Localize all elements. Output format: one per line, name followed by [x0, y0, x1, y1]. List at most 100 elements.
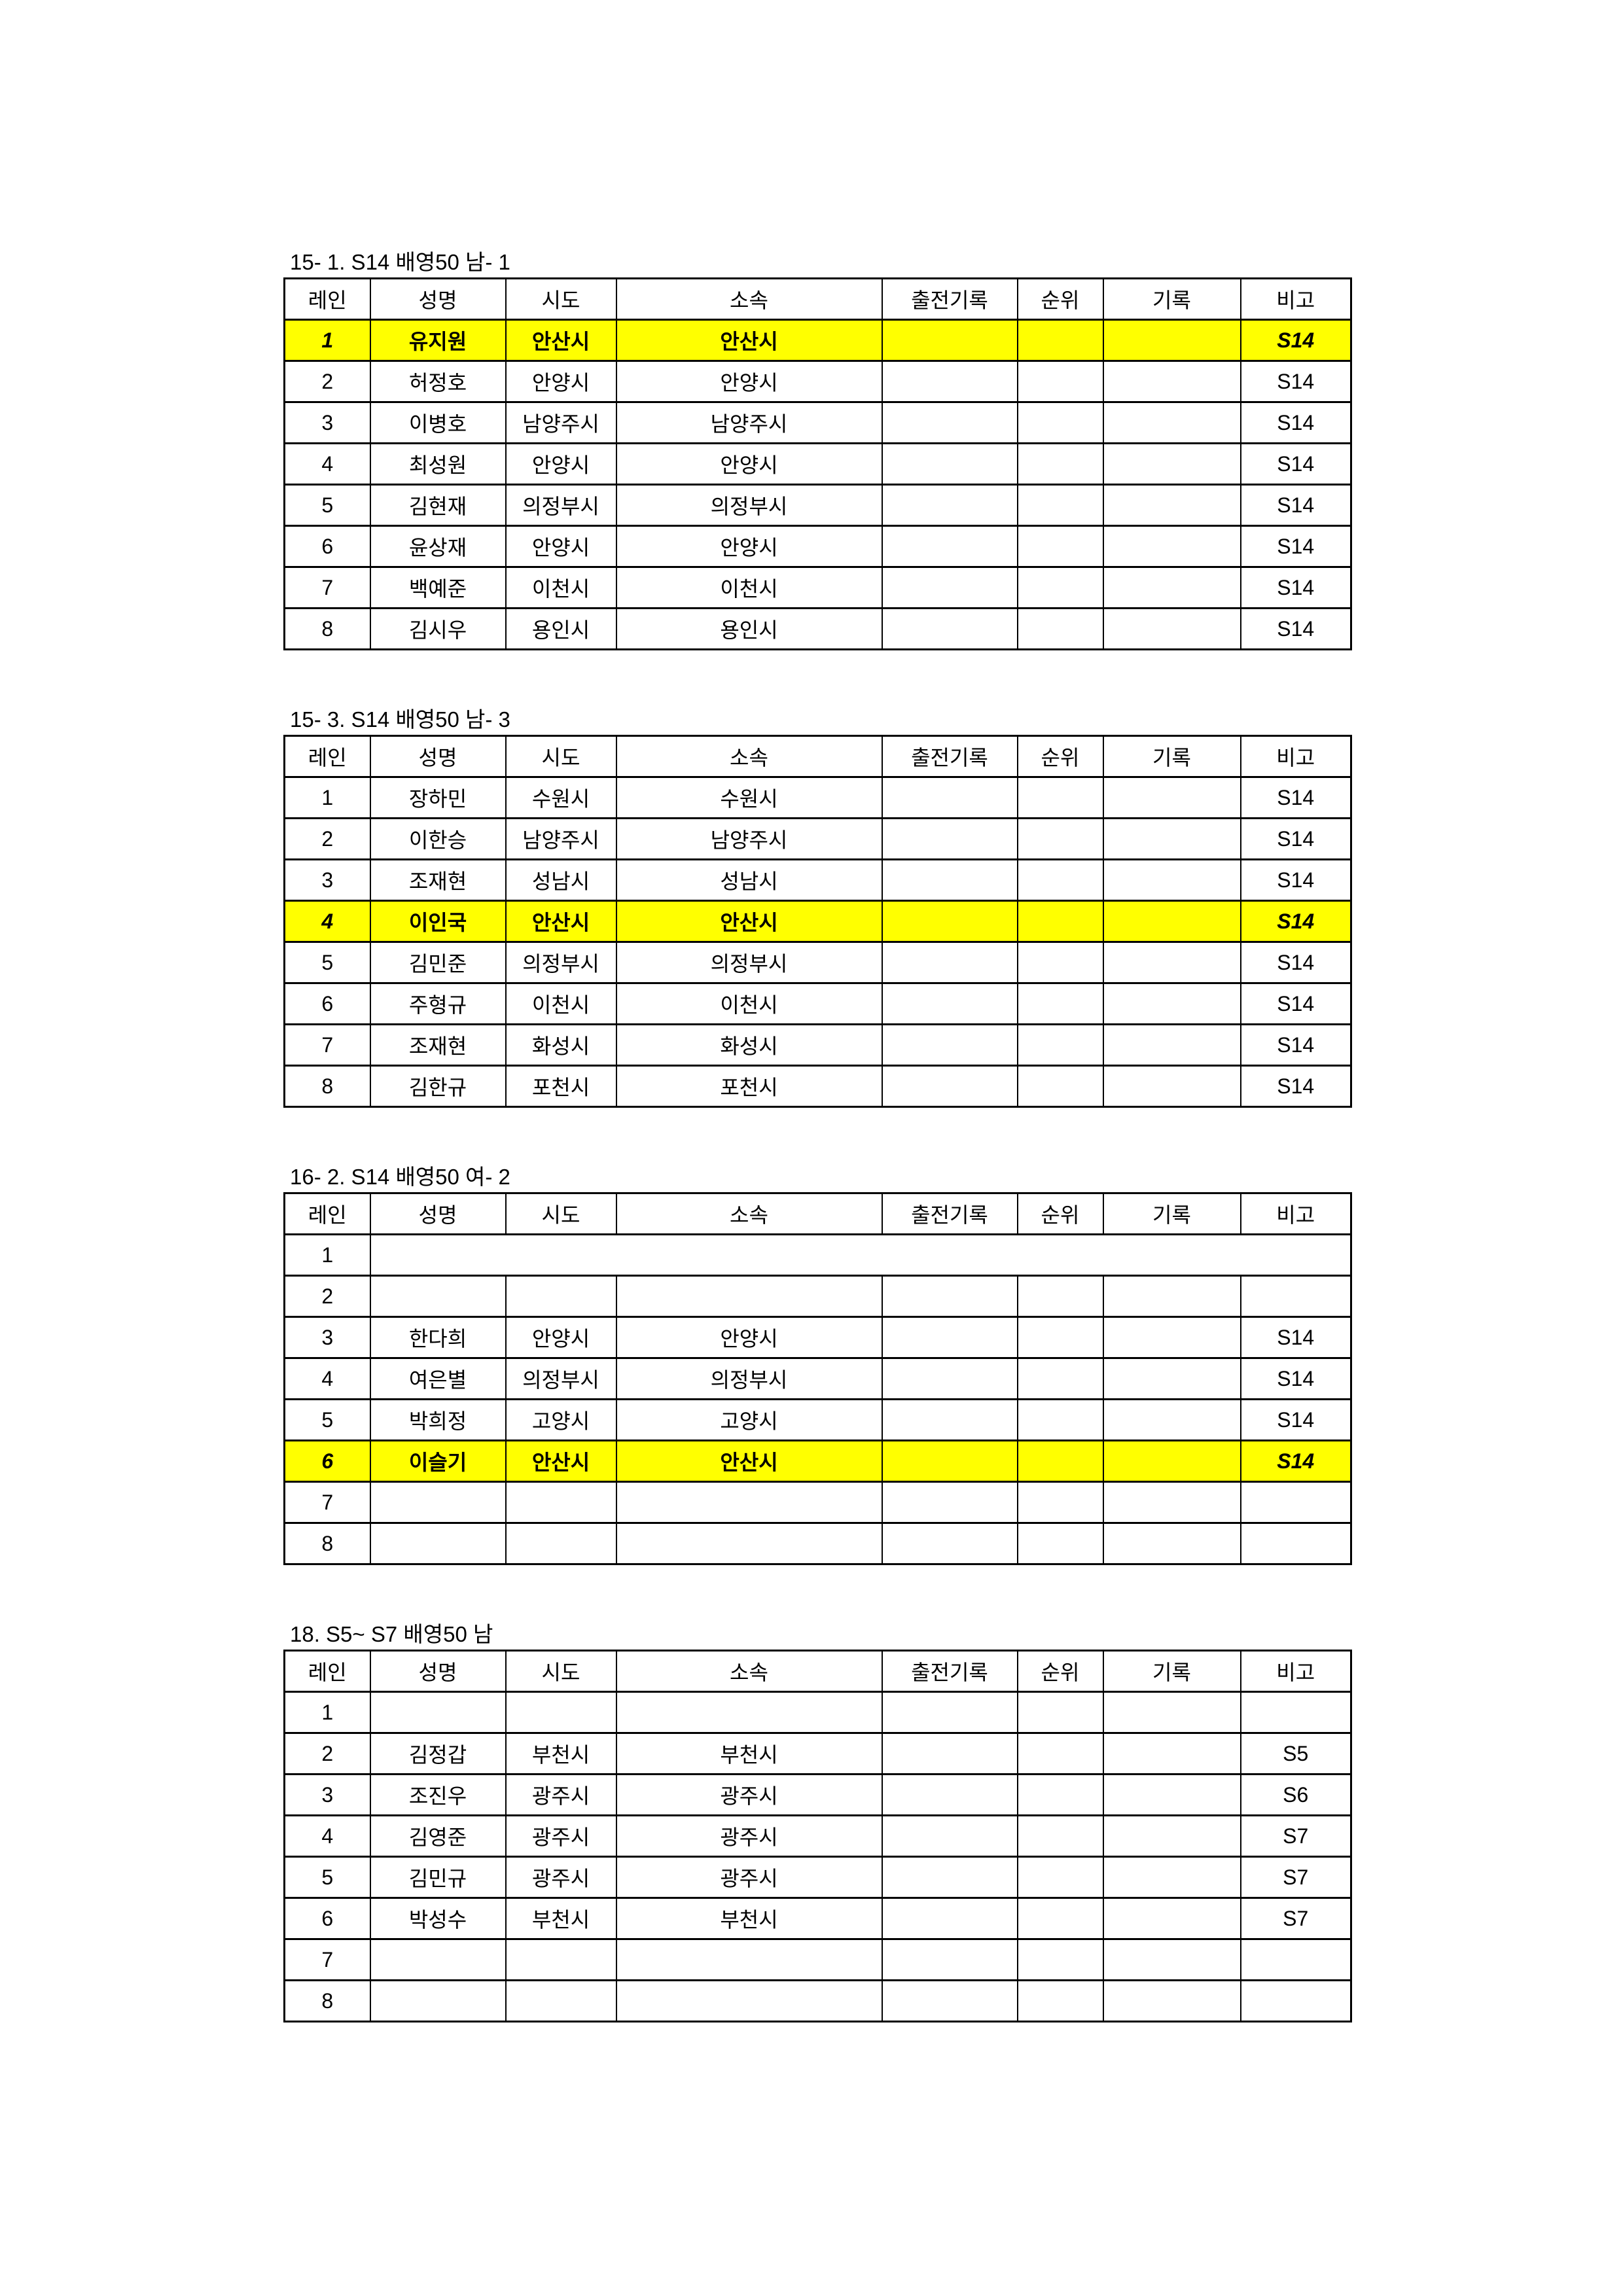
heat-title: 15- 1. S14 배영50 남- 1	[290, 250, 510, 274]
cell-lane: 5	[283, 484, 371, 527]
column-header-note: 비고	[1240, 1192, 1352, 1235]
cell-team: 의정부시	[615, 941, 883, 984]
cell-entry	[881, 1357, 1018, 1400]
cell-lane: 2	[283, 360, 371, 403]
cell-entry	[881, 566, 1018, 609]
column-header-team: 소속	[615, 1192, 883, 1235]
column-header-city: 시도	[505, 1650, 617, 1693]
lane-row: 6 박성수 부천시 부천시 S7	[283, 1897, 1352, 1940]
cell-rank	[1016, 941, 1104, 984]
lane-row: 7 조재현 화성시 화성시 S14	[283, 1023, 1352, 1067]
cell-name: 윤상재	[369, 525, 507, 568]
cell-record	[1102, 1398, 1241, 1441]
cell-entry	[881, 319, 1018, 362]
cell-lane: 5	[283, 1398, 371, 1441]
cell-team: 의정부시	[615, 1357, 883, 1400]
cell-city	[505, 1979, 617, 2022]
cell-note: S7	[1240, 1814, 1352, 1858]
cell-lane: 2	[283, 1732, 371, 1775]
cell-note: S14	[1240, 858, 1352, 902]
cell-entry	[881, 1979, 1018, 2022]
lane-row: 3 한다희 안양시 안양시 S14	[283, 1316, 1352, 1359]
cell-rank	[1016, 319, 1104, 362]
column-header-entry: 출전기록	[881, 1192, 1018, 1235]
cell-entry	[881, 900, 1018, 943]
heat-table: 레인 성명 시도 소속 출전기록 순위 기록 비고 1 2 김정갑 부천시 부천시 S5 3 조진우 광주시 광주…	[283, 1650, 1352, 2022]
cell-record	[1102, 607, 1241, 650]
cell-city	[505, 1691, 617, 1734]
cell-record	[1102, 858, 1241, 902]
column-header-rank: 순위	[1016, 735, 1104, 778]
cell-name: 김현재	[369, 484, 507, 527]
cell-entry	[881, 1691, 1018, 1734]
header-row: 레인 성명 시도 소속 출전기록 순위 기록 비고	[283, 735, 1352, 778]
column-header-lane: 레인	[283, 1650, 371, 1693]
column-header-team: 소속	[615, 735, 883, 778]
cell-rank	[1016, 1316, 1104, 1359]
cell-record	[1102, 1023, 1241, 1067]
cell-team: 안양시	[615, 442, 883, 486]
cell-entry	[881, 1856, 1018, 1899]
cell-note: S14	[1240, 1065, 1352, 1108]
cell-city: 광주시	[505, 1856, 617, 1899]
cell-team	[615, 1938, 883, 1981]
cell-city: 포천시	[505, 1065, 617, 1108]
cell-name: 김민준	[369, 941, 507, 984]
cell-note: S14	[1240, 442, 1352, 486]
lane-row: 3 조진우 광주시 광주시 S6	[283, 1773, 1352, 1816]
column-header-record: 기록	[1102, 277, 1241, 321]
cell-lane: 1	[283, 1233, 371, 1277]
cell-rank	[1016, 401, 1104, 444]
cell-rank	[1016, 607, 1104, 650]
cell-record	[1102, 566, 1241, 609]
cell-team: 수원시	[615, 776, 883, 819]
cell-note: S14	[1240, 401, 1352, 444]
cell-rank	[1016, 1481, 1104, 1524]
column-header-record: 기록	[1102, 735, 1241, 778]
cell-entry	[881, 1522, 1018, 1565]
cell-team	[615, 1691, 883, 1734]
lane-row: 1	[283, 1691, 1352, 1734]
cell-record	[1102, 1814, 1241, 1858]
cell-lane: 3	[283, 1316, 371, 1359]
cell-rank	[1016, 1023, 1104, 1067]
cell-name: 이병호	[369, 401, 507, 444]
cell-rank	[1016, 1275, 1104, 1318]
cell-team: 화성시	[615, 1023, 883, 1067]
column-header-city: 시도	[505, 277, 617, 321]
cell-lane: 8	[283, 1065, 371, 1108]
cell-lane: 2	[283, 1275, 371, 1318]
column-header-rank: 순위	[1016, 277, 1104, 321]
cell-entry	[881, 1398, 1018, 1441]
cell-name: 김영준	[369, 1814, 507, 1858]
cell-note: S14	[1240, 1316, 1352, 1359]
cell-lane: 1	[283, 319, 371, 362]
cell-team: 광주시	[615, 1814, 883, 1858]
cell-name: 백예준	[369, 566, 507, 609]
column-header-name: 성명	[369, 1192, 507, 1235]
cell-entry	[881, 1481, 1018, 1524]
lane-row: 4 이인국 안산시 안산시 S14	[283, 900, 1352, 943]
cell-record	[1102, 360, 1241, 403]
cell-lane: 7	[283, 1938, 371, 1981]
cell-city: 광주시	[505, 1814, 617, 1858]
lane-row: 2 이한승 남양주시 남양주시 S14	[283, 817, 1352, 860]
cell-lane: 4	[283, 1814, 371, 1858]
cell-city: 안산시	[505, 1439, 617, 1483]
cell-team: 안양시	[615, 1316, 883, 1359]
cell-record	[1102, 484, 1241, 527]
cell-lane: 6	[283, 525, 371, 568]
cell-note	[1240, 1522, 1352, 1565]
cell-city: 의정부시	[505, 1357, 617, 1400]
cell-record	[1102, 1275, 1241, 1318]
cell-lane: 1	[283, 1691, 371, 1734]
cell-team: 남양주시	[615, 817, 883, 860]
cell-team: 안산시	[615, 900, 883, 943]
cell-rank	[1016, 1522, 1104, 1565]
cell-entry	[881, 1732, 1018, 1775]
cell-name: 박성수	[369, 1897, 507, 1940]
cell-team: 부천시	[615, 1732, 883, 1775]
cell-entry	[881, 941, 1018, 984]
cell-note	[1240, 1691, 1352, 1734]
cell-name: 한다희	[369, 1316, 507, 1359]
